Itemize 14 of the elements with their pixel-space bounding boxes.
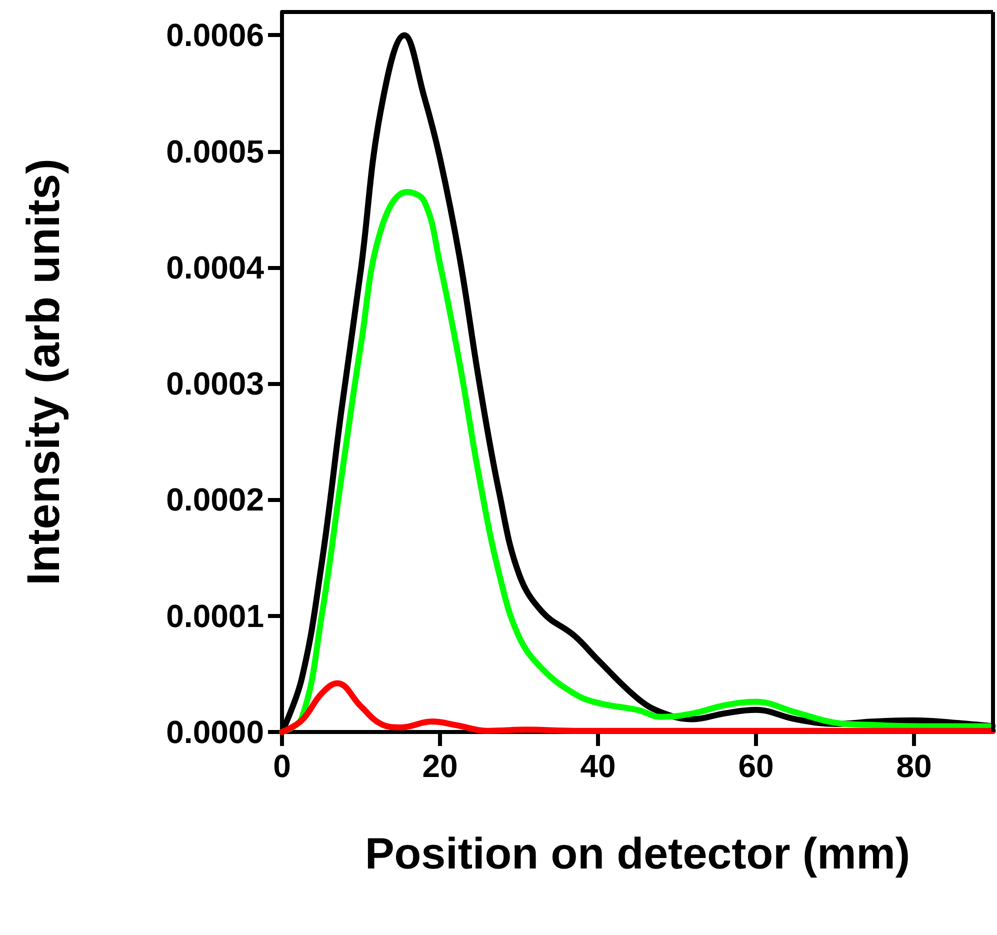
x-tick-label: 40 — [580, 748, 616, 784]
y-tick-label: 0.0000 — [166, 714, 264, 750]
x-tick-label: 80 — [896, 748, 932, 784]
y-axis-title: Intensity (arb units) — [17, 158, 69, 586]
y-tick-label: 0.0005 — [166, 133, 264, 170]
y-tick-label: 0.0003 — [166, 366, 264, 402]
y-tick-label: 0.0002 — [166, 482, 264, 518]
x-tick-label: 20 — [422, 748, 458, 784]
y-tick-label: 0.0004 — [166, 249, 264, 286]
y-tick-label: 0.0006 — [166, 17, 264, 54]
x-tick-label: 0 — [273, 748, 291, 784]
y-tick-label: 0.0001 — [166, 598, 264, 634]
x-axis-title: Position on detector (mm) — [364, 830, 910, 878]
x-tick-label: 60 — [738, 748, 774, 784]
